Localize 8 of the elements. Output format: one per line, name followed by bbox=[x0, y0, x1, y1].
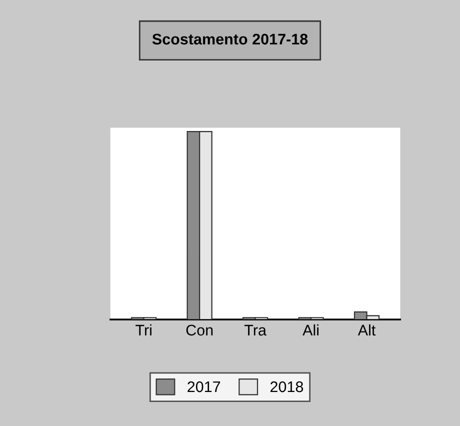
x-tick-label: Tra bbox=[244, 324, 266, 336]
legend-label: 2018 bbox=[270, 381, 304, 392]
x-tick-label: Alt bbox=[358, 324, 376, 336]
chart-title: Scostamento 2017-18 bbox=[152, 34, 308, 45]
x-tick-label: Tri bbox=[136, 324, 152, 336]
x-tick-label: Ali bbox=[302, 324, 318, 336]
legend-label: 2017 bbox=[188, 381, 220, 392]
x-tick-label: Con bbox=[186, 324, 213, 336]
